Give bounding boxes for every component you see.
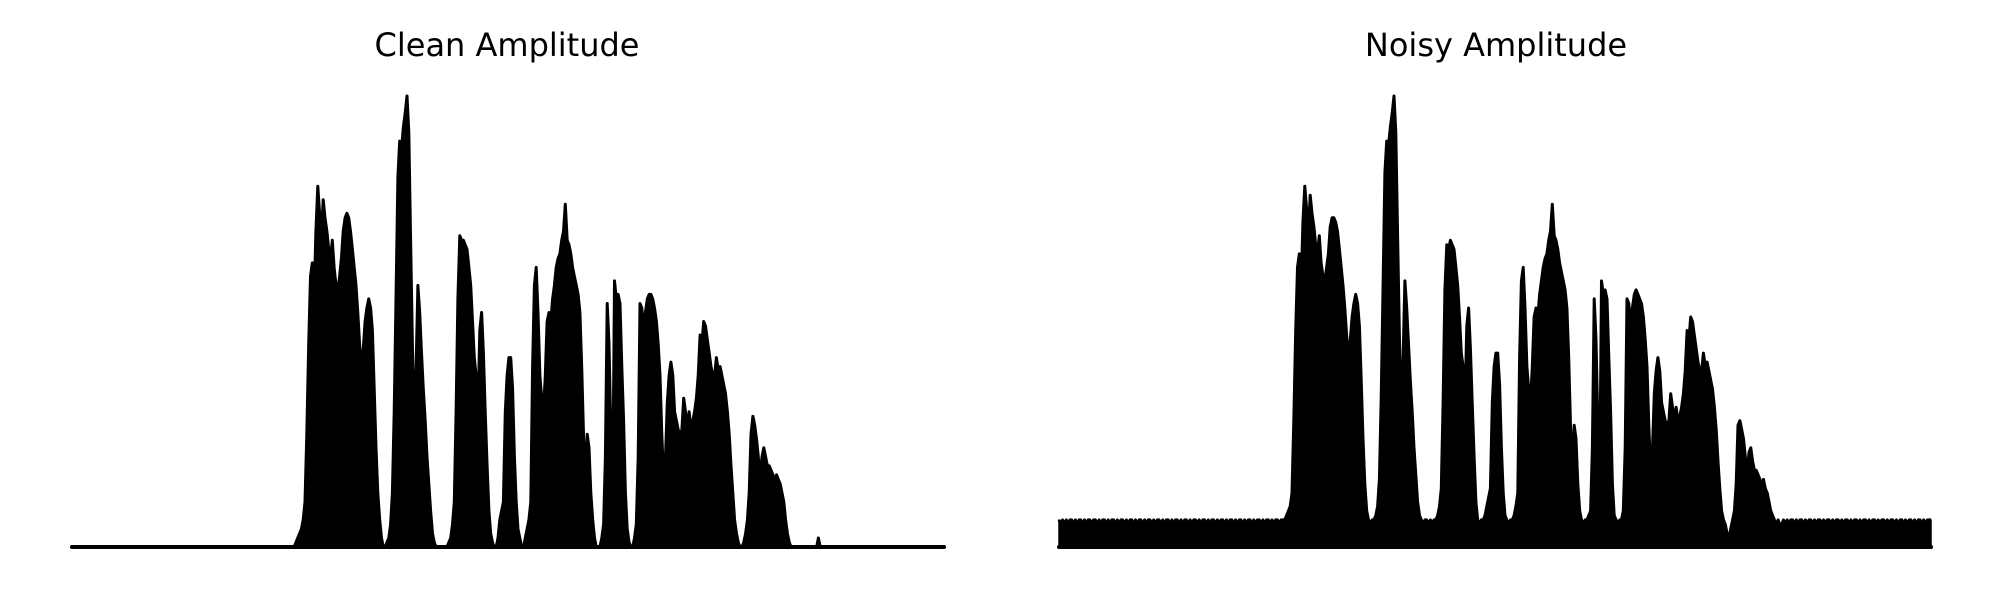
clean-amplitude-plot-area	[70, 94, 946, 549]
noisy-amplitude-line	[1057, 94, 1931, 540]
noisy-amplitude-panel: Noisy Amplitude	[1057, 26, 1933, 549]
clean-amplitude-panel: Clean Amplitude	[70, 26, 946, 549]
noisy-amplitude-title: Noisy Amplitude	[1365, 26, 1627, 64]
noisy-amplitude-area	[1058, 95, 1932, 548]
clean-amplitude-area	[71, 95, 945, 548]
noisy-amplitude-plot-area	[1057, 94, 1933, 549]
clean-amplitude-title: Clean Amplitude	[375, 26, 640, 64]
